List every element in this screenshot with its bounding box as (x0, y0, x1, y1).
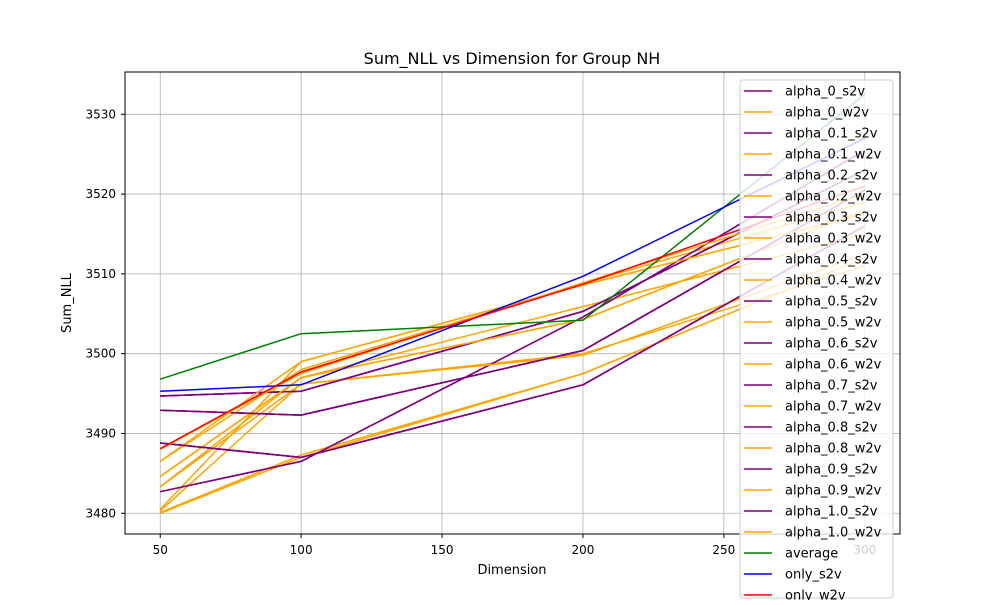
series-line-alpha_0.8_w2v (159, 209, 866, 478)
legend-label: alpha_0.8_w2v (785, 442, 882, 457)
y-axis-label: Sum_NLL (60, 272, 75, 333)
x-axis-label: Dimension (477, 563, 546, 578)
legend-label: alpha_0.4_w2v (785, 274, 882, 289)
series-line-only_w2v (159, 185, 866, 450)
legend-item: average (744, 547, 838, 562)
legend-label: alpha_0_s2v (785, 85, 865, 100)
y-tick-label: 3520 (85, 187, 116, 201)
legend-label: alpha_0.1_w2v (785, 148, 882, 163)
axes: 5010015020025030034803490350035103520353… (85, 71, 901, 557)
legend-item: alpha_0.2_s2v (744, 169, 878, 184)
legend-item: alpha_0.9_w2v (744, 484, 882, 499)
y-tick-label: 3510 (85, 267, 116, 281)
legend-label: alpha_0.6_w2v (785, 358, 882, 373)
legend-label: alpha_0.2_w2v (785, 190, 882, 205)
legend-item: alpha_0.3_s2v (744, 211, 878, 226)
legend-item: alpha_0.3_w2v (744, 232, 882, 247)
series-line-alpha_0.8_s2v (160, 169, 866, 397)
x-tick-label: 250 (712, 543, 735, 557)
legend-item: alpha_0.8_w2v (744, 442, 882, 457)
legend-item: alpha_0.7_w2v (744, 400, 882, 415)
y-tick-label: 3490 (85, 426, 116, 440)
legend-label: only_s2v (785, 568, 842, 583)
legend-label: alpha_0.5_w2v (785, 316, 882, 331)
legend-label: alpha_0.6_s2v (785, 337, 878, 352)
chart-title: Sum_NLL vs Dimension for Group NH (364, 49, 661, 69)
legend-label: alpha_0.3_w2v (785, 232, 882, 247)
legend-item: alpha_0_w2v (744, 106, 869, 121)
legend-item: alpha_0.1_s2v (744, 127, 878, 142)
legend-item: alpha_0.1_w2v (744, 148, 882, 163)
y-tick-label: 3480 (85, 506, 116, 520)
y-tick-label: 3500 (85, 347, 116, 361)
legend-label: average (785, 547, 838, 562)
legend-label: alpha_0.2_s2v (785, 169, 878, 184)
series-line-alpha_0.6_w2v (159, 257, 866, 514)
legend-item: alpha_1.0_s2v (744, 505, 878, 520)
legend-item: alpha_0.7_s2v (744, 379, 878, 394)
legend-item: alpha_0.6_w2v (744, 358, 882, 373)
legend-item: alpha_0.6_s2v (744, 337, 878, 352)
legend-item: alpha_0.9_s2v (744, 463, 878, 478)
legend-item: alpha_0.4_w2v (744, 274, 882, 289)
legend-label: alpha_0.7_s2v (785, 379, 878, 394)
series-line-alpha_1.0_s2v (160, 225, 866, 459)
legend-label: alpha_0.8_s2v (785, 421, 878, 436)
legend-item: alpha_0.5_s2v (744, 295, 878, 310)
legend-item: only_s2v (744, 568, 842, 583)
legend-item: alpha_1.0_w2v (744, 526, 882, 541)
series-line-alpha_0.7_s2v (160, 149, 866, 493)
x-tick-label: 100 (290, 543, 313, 557)
y-tick-label: 3530 (85, 107, 116, 121)
legend-label: alpha_0_w2v (785, 106, 869, 121)
legend-label: alpha_1.0_w2v (785, 526, 882, 541)
series-line-alpha_0_w2v (159, 265, 866, 512)
legend-label: alpha_0.7_w2v (785, 400, 882, 415)
legend-label: only_w2v (785, 589, 846, 601)
legend-label: alpha_0.3_s2v (785, 211, 878, 226)
legend-item: alpha_0.4_s2v (744, 253, 878, 268)
legend-label: alpha_1.0_s2v (785, 505, 878, 520)
x-tick-label: 150 (431, 543, 454, 557)
legend-item: alpha_0.2_w2v (744, 190, 882, 205)
plot-frame (124, 71, 901, 535)
legend: alpha_0_s2v alpha_0_w2v alpha_0.1_s2valpha… (739, 79, 894, 604)
legend-label: alpha_0.9_w2v (785, 484, 882, 499)
legend-label: alpha_0.5_s2v (785, 295, 878, 310)
legend-label: alpha_0.4_s2v (785, 253, 878, 268)
legend-item: alpha_0_s2v (744, 85, 865, 100)
legend-label: alpha_0.1_s2v (785, 127, 878, 142)
x-tick-label: 200 (572, 543, 595, 557)
legend-item: alpha_0.5_w2v (744, 316, 882, 331)
series-group (159, 93, 866, 514)
legend-item: alpha_0.8_s2v (744, 421, 878, 436)
series-lines (159, 93, 866, 514)
series-line-alpha_0.9_s2v (160, 189, 866, 416)
legend-box (739, 79, 894, 599)
legend-label: alpha_0.9_s2v (785, 463, 878, 478)
x-tick-label: 50 (153, 543, 168, 557)
series-line-only_s2v (160, 137, 866, 392)
